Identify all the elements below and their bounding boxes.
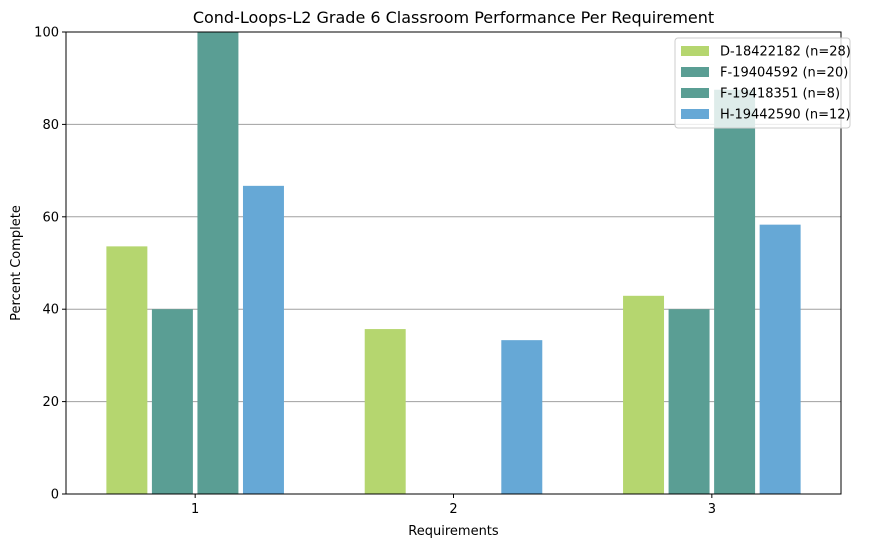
legend-label: H-19442590 (n=12) <box>720 108 851 123</box>
y-axis: 0 20 40 60 80 100 <box>34 26 66 503</box>
gridlines <box>66 123 841 403</box>
legend-box <box>674 37 851 129</box>
x-tick-label: 2 <box>449 502 457 517</box>
bar <box>501 340 543 494</box>
bar <box>242 185 284 494</box>
bar <box>364 329 406 494</box>
x-tick-label: 3 <box>708 502 716 517</box>
bars-group <box>106 32 801 495</box>
bar <box>106 246 148 494</box>
bar <box>623 295 665 494</box>
legend-label: F-19418351 (n=8) <box>720 87 840 102</box>
x-axis-label: Requirements <box>408 524 499 539</box>
y-tick-label: 20 <box>42 395 59 410</box>
bar <box>714 89 756 494</box>
bar <box>197 32 239 494</box>
bar <box>759 224 801 495</box>
bar <box>151 309 193 494</box>
legend-swatch <box>681 109 709 119</box>
x-tick-label: 1 <box>191 502 199 517</box>
y-tick-label: 100 <box>34 26 59 41</box>
y-tick-label: 0 <box>51 488 59 503</box>
y-tick-label: 80 <box>42 118 59 133</box>
legend: D-18422182 (n=28) F-19404592 (n=20) F-1941… <box>674 37 851 129</box>
y-axis-label: Percent Complete <box>9 205 24 321</box>
legend-swatch <box>681 46 709 56</box>
bar <box>668 309 710 494</box>
legend-label: D-18422182 (n=28) <box>720 45 851 60</box>
legend-label: F-19404592 (n=20) <box>720 66 848 81</box>
chart-title: Cond-Loops-L2 Grade 6 Classroom Performa… <box>193 8 714 27</box>
x-axis: 1 2 3 <box>191 494 716 517</box>
y-tick-label: 60 <box>42 210 59 225</box>
y-tick-label: 40 <box>42 303 59 318</box>
legend-swatch <box>681 88 709 98</box>
legend-swatch <box>681 67 709 77</box>
